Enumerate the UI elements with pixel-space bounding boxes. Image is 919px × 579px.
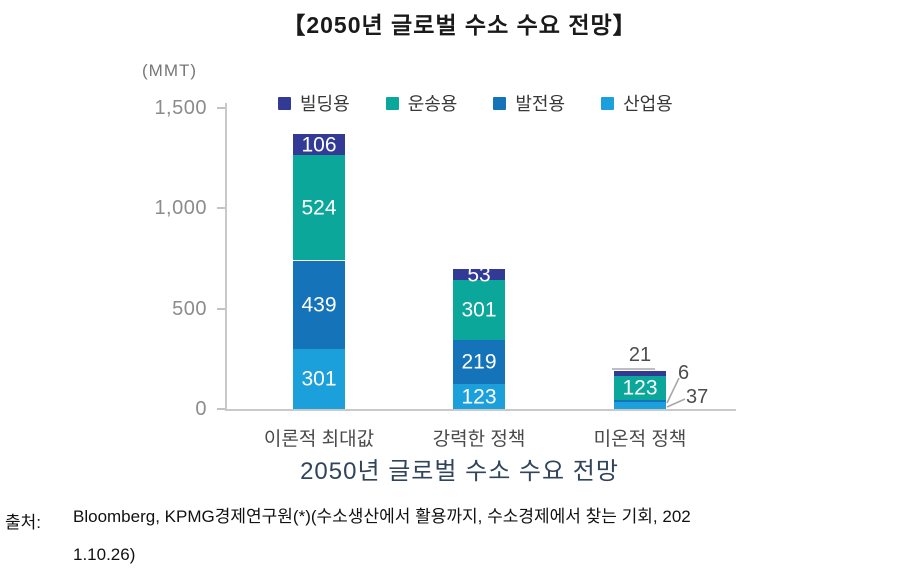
legend-label: 발전용 [515, 94, 566, 114]
bar-segment-label: 439 [301, 293, 337, 317]
bar-segment [614, 400, 666, 402]
y-tick-label: 1,500 [154, 97, 207, 119]
bar-segment-label: 123 [461, 385, 497, 409]
figure-title: 【2050년 글로벌 수소 수요 전망】 [282, 12, 637, 38]
legend-item: 발전용 [493, 90, 565, 116]
x-axis-baseline [225, 409, 736, 411]
bar-callout-label: 37 [686, 386, 709, 408]
source-label: 출처: [5, 513, 42, 532]
x-category-label: 이론적 최대값 [263, 429, 375, 450]
y-tick-label: 500 [172, 297, 207, 320]
legend-swatch-icon [601, 96, 615, 110]
source-line-1: Bloomberg, KPMG경제연구원(*)(수소생산에서 활용까지, 수소경… [73, 507, 691, 526]
y-axis-line [225, 103, 227, 410]
bar-segment: 219 [453, 340, 505, 385]
y-tick-mark [217, 207, 225, 210]
bar-segment: 53 [453, 264, 505, 285]
y-tick-mark [217, 107, 225, 109]
legend-label: 산업용 [623, 94, 673, 114]
bar-segment-label: 219 [461, 350, 497, 374]
y-tick-mark [217, 307, 225, 310]
source-text: Bloomberg, KPMG경제연구원(*)(수소생산에서 활용까지, 수소경… [73, 508, 918, 579]
legend-label: 빌딩용 [300, 94, 350, 114]
x-category-label: 미온적 정책 [593, 429, 687, 450]
bar-segment-label: 301 [301, 367, 337, 391]
y-tick-label: 1,000 [154, 197, 207, 220]
bar-segment-label: 301 [461, 298, 497, 322]
legend-item: 빌딩용 [278, 90, 350, 116]
y-axis-unit-label: (MMT) [142, 61, 198, 80]
bar-segment [614, 371, 666, 376]
bar-segment-label: 53 [467, 263, 491, 287]
bar-callout-label: 6 [678, 362, 690, 384]
bar-segment-label: 123 [622, 376, 658, 400]
callout-line-industry [666, 398, 686, 408]
x-category-label: 강력한 정책 [432, 429, 526, 450]
legend-swatch-icon [493, 96, 507, 110]
bar-above-label: 21 [628, 344, 652, 367]
chart-caption: 2050년 글로벌 수소 수요 전망 [300, 458, 619, 485]
bar-segment: 106 [293, 133, 345, 157]
bar-segment: 123 [614, 375, 666, 401]
bar-segment: 123 [453, 384, 505, 409]
y-tick-label: 0 [195, 398, 207, 420]
bar-segment [614, 401, 666, 409]
legend-swatch-icon [278, 96, 291, 110]
bar-segment: 301 [453, 279, 505, 341]
bar-segment: 301 [293, 348, 345, 409]
chart-legend: 빌딩용 운송용 발전용 산업용 [278, 90, 673, 116]
bar-segment: 524 [293, 155, 345, 261]
legend-swatch-icon [385, 96, 399, 110]
bar-segment: 439 [293, 260, 345, 349]
source-line-2: 1.10.26) [73, 545, 136, 564]
bar-segment-label: 106 [301, 133, 337, 157]
legend-item: 산업용 [601, 90, 673, 116]
bar-segment-label: 524 [301, 196, 337, 220]
legend-label: 운송용 [407, 94, 458, 114]
legend-item: 운송용 [385, 90, 458, 116]
y-tick-mark [217, 408, 225, 410]
